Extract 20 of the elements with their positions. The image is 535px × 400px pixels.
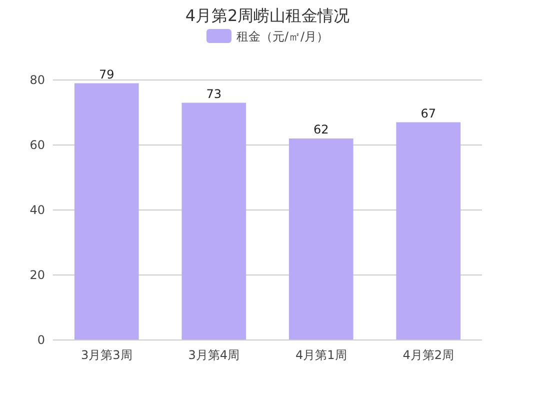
y-tick-label: 60 [30, 138, 45, 152]
legend: 租金（元/㎡/月） [206, 29, 329, 44]
y-tick-label: 40 [30, 203, 45, 217]
legend-label: 租金（元/㎡/月） [236, 30, 329, 44]
bar [74, 83, 139, 340]
data-label: 62 [313, 122, 329, 136]
x-tick-label: 4月第1周 [295, 348, 347, 362]
y-tick-label: 20 [30, 268, 45, 282]
y-tick-label: 0 [37, 333, 45, 347]
chart-title: 4月第2周崂山租金情况 [185, 6, 350, 25]
data-label: 73 [206, 86, 222, 101]
bar [288, 138, 354, 340]
bar [182, 102, 246, 340]
x-tick-label: 3月第3周 [80, 348, 132, 362]
data-label: 67 [420, 106, 436, 120]
bar [396, 122, 461, 340]
x-tick-label: 3月第4周 [188, 348, 240, 362]
y-tick-label: 80 [30, 73, 45, 87]
data-label: 79 [98, 67, 114, 82]
x-tick-label: 4月第2周 [402, 348, 454, 362]
